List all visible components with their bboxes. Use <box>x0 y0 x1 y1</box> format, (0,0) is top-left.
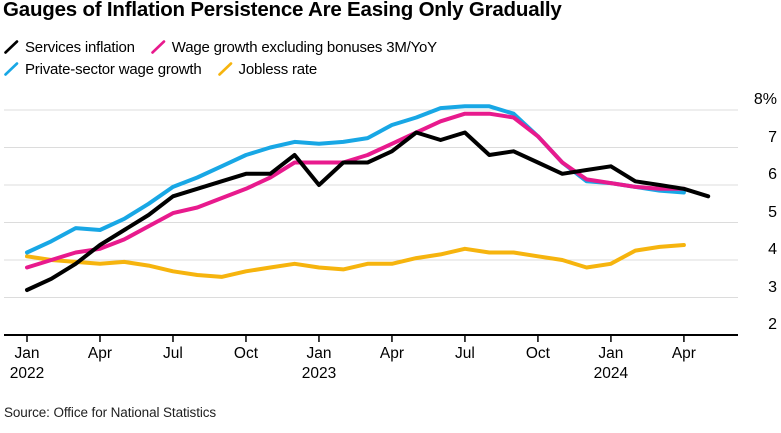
source-attribution: Source: Office for National Statistics <box>4 405 217 420</box>
legend-item-services-inflation: Services inflation <box>4 39 135 56</box>
y-axis-label-4: 4 <box>768 241 777 258</box>
legend-label: Private-sector wage growth <box>25 60 202 78</box>
series-line-wage-growth-excluding-bonuses-3m-yoy <box>25 111 686 270</box>
x-axis-label-21: Oct <box>525 345 550 362</box>
x-axis-year-2022: 2022 <box>9 365 45 382</box>
chart-legend: Services inflation Wage growth excluding … <box>4 36 453 80</box>
x-axis-label-27: Apr <box>671 345 696 362</box>
x-axis-label-6: Jul <box>163 345 183 362</box>
legend-line-icon <box>4 40 19 54</box>
legend-label: Jobless rate <box>238 60 318 78</box>
x-axis-label-12: Jan <box>306 345 332 362</box>
legend-item-wage-growth-excluding-bonuses-3m-yoy: Wage growth excluding bonuses 3M/YoY <box>150 38 437 56</box>
y-axis-label-3: 3 <box>768 278 777 296</box>
series-line-services-inflation <box>25 130 711 292</box>
legend-label: Services inflation <box>25 38 135 56</box>
y-axis-label-8: 8% <box>753 91 777 108</box>
x-axis-label-9: Oct <box>233 345 259 362</box>
legend-item-jobless-rate: Jobless rate <box>217 60 318 78</box>
x-axis-label-3: Apr <box>87 345 113 362</box>
legend-line-icon <box>150 40 166 54</box>
legend-row-1: Services inflation Wage growth excluding … <box>4 36 453 58</box>
legend-item-private-sector-wage-growth: Private-sector wage growth <box>4 61 202 78</box>
x-axis-year-2023: 2023 <box>301 365 337 382</box>
y-axis-label-5: 5 <box>768 203 777 221</box>
x-axis-label-24: Jan <box>598 345 624 362</box>
y-axis-label-2: 2 <box>768 316 777 333</box>
legend-line-icon <box>4 62 19 76</box>
x-axis-label-15: Apr <box>379 345 404 362</box>
legend-label: Wage growth excluding bonuses 3M/YoY <box>171 38 437 56</box>
series-line-jobless-rate <box>25 243 686 279</box>
x-axis-year-2024: 2024 <box>593 365 629 382</box>
y-axis-label-6: 6 <box>768 166 777 183</box>
legend-line-icon <box>217 62 232 76</box>
x-axis-label-0: Jan <box>14 345 40 362</box>
x-axis-label-18: Jul <box>455 345 475 362</box>
y-axis-label-7: 7 <box>768 128 777 146</box>
chart-title: Gauges of Inflation Persistence Are Easi… <box>3 0 562 21</box>
legend-row-2: Private-sector wage growth Jobless rate <box>4 58 453 80</box>
